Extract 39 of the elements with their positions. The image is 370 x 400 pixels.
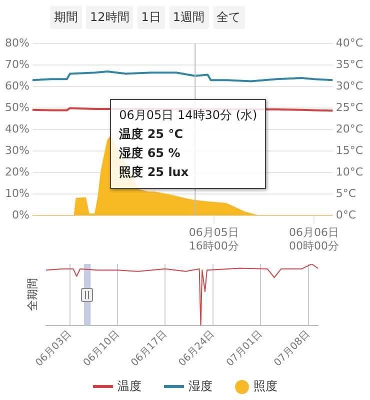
y-tick-label: 80% xyxy=(4,36,30,50)
y2-tick-label: 5°C xyxy=(336,186,356,200)
x-tick-label: 06月06日 00時00分 xyxy=(289,226,340,252)
y2-tick-label: 20°C xyxy=(336,122,364,136)
y-tick-label: 40% xyxy=(4,122,30,136)
annotation: 06月05日 14時30分 (水) xyxy=(119,106,258,124)
x-tick-label: 06月05日 16時00分 xyxy=(188,226,239,252)
text: 1日 xyxy=(137,6,165,29)
y2-tick-label: 30°C xyxy=(336,79,364,92)
legend-label: 湿度 xyxy=(188,378,212,395)
y-tick-label: 10% xyxy=(4,186,30,200)
y-tick-label: 0% xyxy=(12,208,30,222)
y2-tick-label: 35°C xyxy=(336,58,364,71)
legend-label: 照度 xyxy=(254,378,278,395)
x-tick-label: 07月01日 xyxy=(224,328,265,369)
y-tick-label: 30% xyxy=(4,144,30,157)
annotation: 湿度 65 % xyxy=(119,144,182,162)
y-tick-label: 60% xyxy=(4,79,30,92)
y-tick-label: 50% xyxy=(4,100,30,114)
y2-tick-label: 40°C xyxy=(336,36,364,50)
x-tick-label: 06月17日 xyxy=(129,328,170,369)
y2-tick-label: 10°C xyxy=(336,165,364,178)
text: 12時間 xyxy=(86,6,134,29)
text: 期間 xyxy=(50,6,82,29)
y-axis-title: 全期間 xyxy=(24,278,40,312)
y2-tick-label: 25°C xyxy=(336,100,364,114)
annotation: 温度 25 °C xyxy=(119,126,184,143)
x-tick-label: 07月08日 xyxy=(272,328,312,369)
text: 全て xyxy=(212,6,245,29)
x-tick-label: 06月10日 xyxy=(82,328,122,369)
x-tick-label: 06月24日 xyxy=(176,328,217,369)
annotation: 照度 25 lux xyxy=(119,164,190,181)
y2-tick-label: 15°C xyxy=(336,144,364,157)
y-tick-label: 70% xyxy=(4,58,30,71)
x-tick-label: 06月03日 xyxy=(34,328,74,369)
y-tick-label: 20% xyxy=(4,165,30,178)
text: 1週間 xyxy=(168,6,209,29)
y2-tick-label: 0°C xyxy=(336,208,356,222)
legend-label: 温度 xyxy=(118,378,142,395)
